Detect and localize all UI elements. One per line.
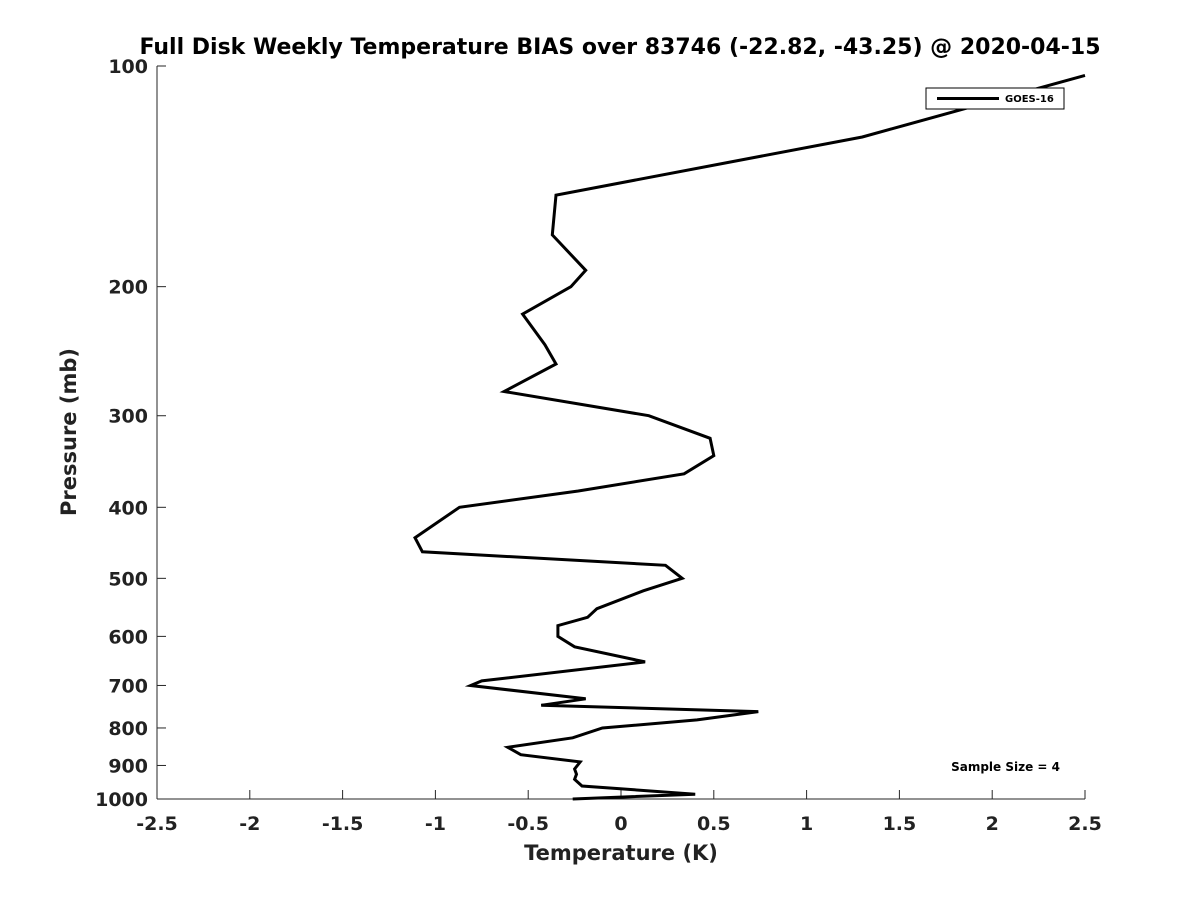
y-tick-label: 900	[108, 755, 148, 777]
x-tick-label: 0	[614, 813, 627, 835]
x-tick-label: 0.5	[697, 813, 731, 835]
y-tick-label: 400	[108, 497, 148, 519]
sample-size-note: Sample Size = 4	[951, 760, 1060, 774]
legend-label-goes-16: GOES-16	[1005, 94, 1054, 105]
y-tick-label: 200	[108, 277, 148, 299]
y-tick-label: 600	[108, 626, 148, 648]
x-tick-label: -0.5	[507, 813, 549, 835]
y-tick-label: 100	[108, 56, 148, 78]
series-line-goes-16	[413, 73, 1086, 801]
y-tick-label: 800	[108, 718, 148, 740]
x-tick-label: -1.5	[322, 813, 364, 835]
chart-title: Full Disk Weekly Temperature BIAS over 8…	[139, 35, 1100, 60]
x-tick-label: 2.5	[1068, 813, 1102, 835]
y-tick-label: 500	[108, 568, 148, 590]
x-tick-label: 1	[800, 813, 813, 835]
y-tick-label: 1000	[95, 789, 148, 811]
x-tick-label: -2	[239, 813, 260, 835]
x-tick-label: 1.5	[883, 813, 917, 835]
plot-area: -2.5 -2 -1.5 -1 -0.5 0 0.5 1 1.5 2 2.5 100 200 300 400…	[95, 56, 1102, 835]
y-tick-label: 300	[108, 406, 148, 428]
y-axis-title: Pressure (mb)	[57, 348, 81, 516]
x-tick-label: 2	[986, 813, 999, 835]
x-tick-label: -1	[425, 813, 446, 835]
legend: GOES-16	[925, 87, 1065, 110]
x-tick-label: -2.5	[136, 813, 178, 835]
y-tick-label: 700	[108, 675, 148, 697]
x-axis-title: Temperature (K)	[524, 841, 718, 865]
